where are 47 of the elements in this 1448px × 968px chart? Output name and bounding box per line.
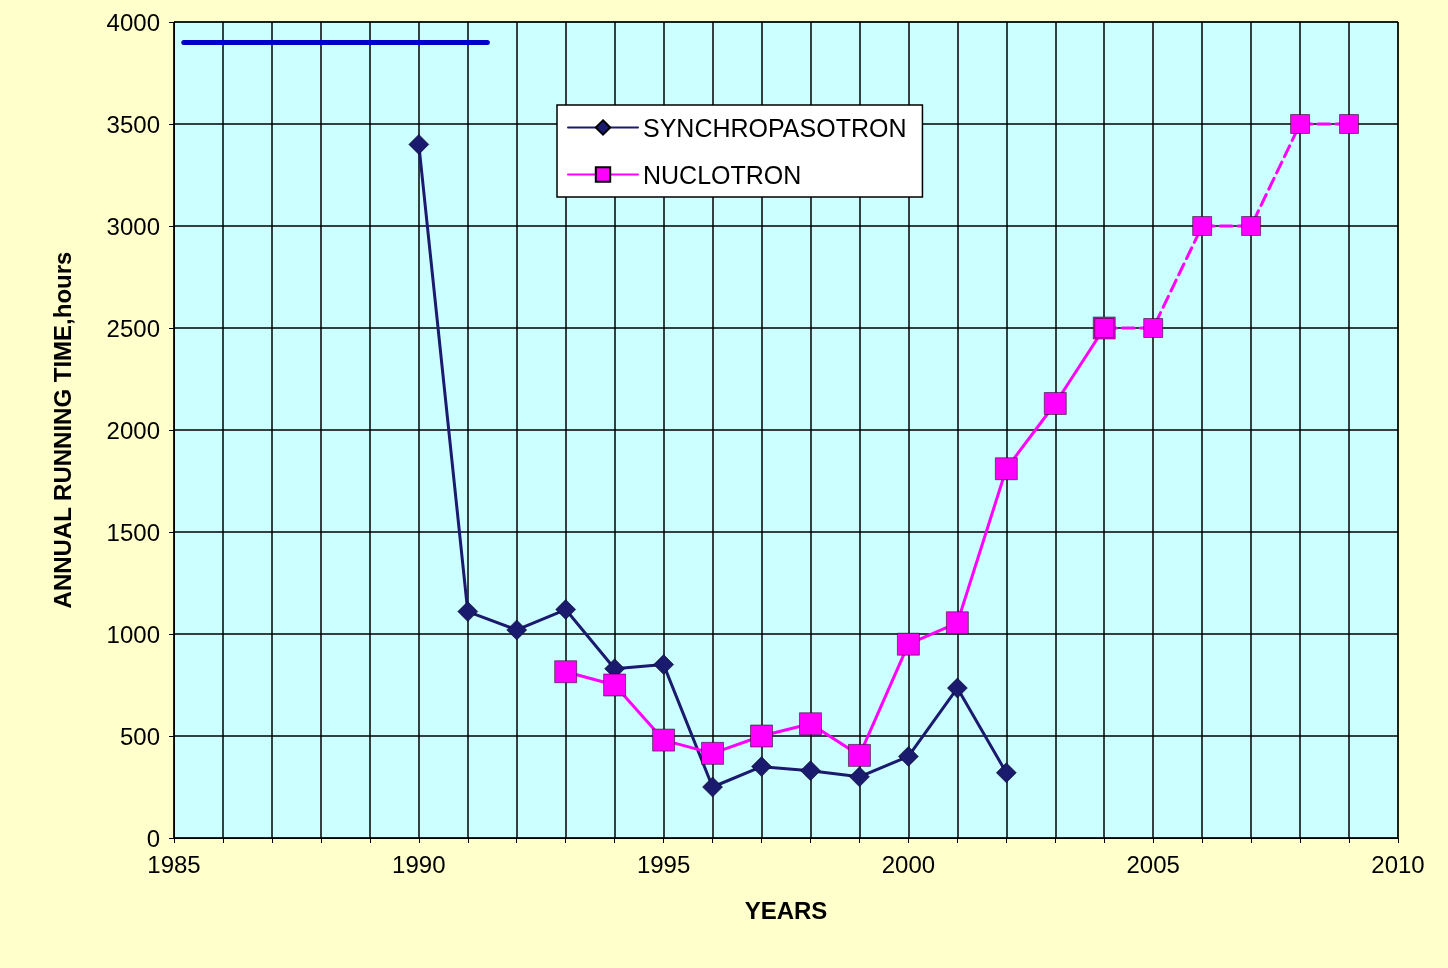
point [1241,216,1261,236]
y-tick-label: 4000 [106,8,160,36]
point [554,660,577,683]
point [946,611,969,635]
x-tick-label: 1990 [392,850,446,878]
x-tick-label: 2005 [1126,850,1180,878]
y-tick-label: 500 [119,722,160,750]
legend-label: NUCLOTRON [643,160,802,189]
y-tick-label: 1500 [106,518,160,546]
point [457,601,479,622]
y-tick-label: 1000 [106,620,160,648]
point [897,632,920,656]
y-tick-label: 0 [146,824,160,852]
point [1044,392,1067,415]
point [1143,318,1163,338]
legend-label: SYNCHROPASOTRON [643,113,907,142]
point [848,744,871,767]
point [799,712,822,736]
point [408,134,430,155]
point [506,619,527,641]
point [555,599,576,620]
point [995,457,1018,481]
point [947,677,968,699]
y-tick-label: 3500 [106,110,160,138]
point [750,724,773,748]
point [653,654,674,675]
y-tick-label: 2000 [106,416,160,444]
x-tick-label: 1995 [636,850,691,878]
point [751,756,772,777]
x-tick-label: 1985 [147,850,201,878]
point [1192,216,1212,236]
x-tick-label: 2010 [1371,850,1425,878]
point [702,776,723,798]
point [898,746,919,767]
point [1290,114,1310,134]
point [701,742,724,765]
x-axis-title: YEARS [744,896,828,924]
y-tick-label: 2500 [106,314,160,342]
point [603,673,626,697]
point [849,766,870,788]
point [800,760,821,781]
point [1339,114,1359,134]
y-axis-title: ANNUAL RUNNING TIME,hours [48,251,76,609]
point [996,762,1017,783]
point [652,728,675,752]
y-tick-label: 3000 [106,212,160,240]
x-tick-label: 2000 [881,850,936,878]
